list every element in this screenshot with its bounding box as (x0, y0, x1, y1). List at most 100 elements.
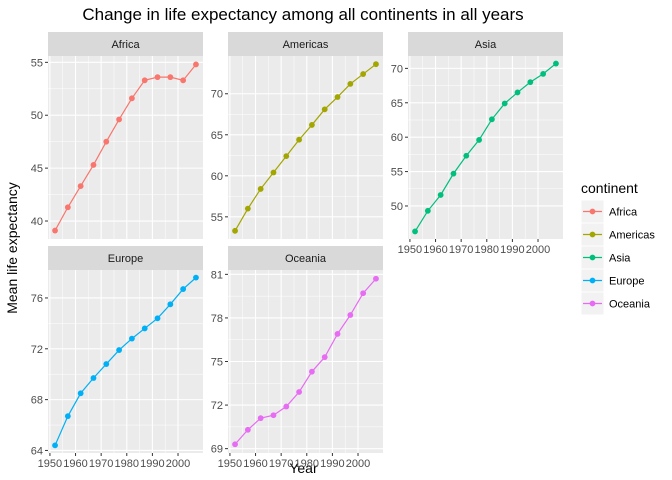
y-tick-label: 40 (31, 216, 43, 228)
data-point-americas (334, 94, 341, 100)
data-point-americas (309, 122, 315, 128)
y-tick-label: 72 (31, 344, 43, 356)
x-tick-label: 2000 (346, 458, 370, 470)
y-tick-label: 50 (31, 110, 43, 122)
x-tick-label: 1980 (115, 458, 139, 470)
data-point-asia (553, 60, 559, 67)
chart-title: Change in life expectancy among all cont… (82, 5, 523, 24)
data-point-europe (52, 442, 58, 449)
y-tick-label: 65 (391, 98, 403, 110)
data-point-asia (450, 170, 457, 177)
data-point-asia (463, 152, 470, 159)
data-point-oceania (257, 415, 264, 422)
y-tick-label: 69 (211, 444, 223, 456)
legend-label-asia: Asia (609, 253, 631, 265)
legend-label-oceania: Oceania (609, 299, 651, 311)
x-tick-label: 1950 (398, 244, 422, 256)
data-point-americas (360, 71, 367, 77)
panel-asia: Asia 50 55 60 65 70 1950 1960 1970 1980 1990 2000 (391, 32, 563, 256)
data-point-africa (193, 61, 199, 68)
data-point-europe (141, 325, 148, 332)
data-point-europe (77, 390, 84, 397)
data-point-oceania (296, 389, 302, 395)
x-tick-label: 1970 (269, 458, 293, 470)
data-point-oceania (270, 412, 277, 419)
strip-asia (408, 32, 563, 56)
legend: continent Africa Americas Asia Europe Oceani… (580, 180, 655, 316)
data-point-europe (90, 375, 97, 381)
data-point-africa (129, 95, 135, 102)
data-point-asia (514, 89, 521, 96)
y-tick-label: 75 (211, 357, 223, 369)
data-point-asia (437, 192, 444, 198)
y-tick-label: 81 (211, 269, 223, 281)
x-tick-label: 1980 (475, 244, 499, 256)
data-point-asia (489, 116, 495, 123)
data-point-africa (77, 183, 84, 190)
x-tick-label: 1990 (320, 458, 344, 470)
series-line-europe (54, 277, 197, 446)
x-tick-label: 1960 (423, 244, 447, 256)
y-tick-label: 60 (391, 132, 403, 144)
data-point-oceania (373, 275, 379, 282)
data-point-oceania (244, 426, 251, 433)
data-point-americas (373, 61, 379, 68)
x-tick-label: 1960 (243, 458, 267, 470)
data-point-americas (283, 153, 290, 160)
data-point-americas (321, 106, 328, 113)
plot-background-asia (408, 56, 563, 239)
panel-europe: Europe 64 68 72 76 1950 1960 1970 1980 1990 2000 (31, 246, 203, 470)
data-point-asia (476, 137, 482, 143)
legend-key-point (589, 300, 596, 307)
legend-key-point (589, 208, 596, 215)
data-point-asia (527, 79, 534, 86)
legend-item-europe: Europe (580, 268, 644, 293)
data-point-africa (180, 77, 187, 84)
x-tick-label: 1980 (295, 458, 319, 470)
data-point-asia (412, 228, 418, 235)
y-tick-label: 55 (211, 212, 223, 224)
y-tick-label: 50 (391, 201, 403, 213)
panel-africa: Africa 40 45 50 55 (31, 32, 203, 239)
data-point-europe (167, 301, 174, 308)
plot-background-americas (228, 56, 383, 239)
strip-label-oceania: Oceania (285, 253, 327, 265)
data-point-africa (141, 77, 148, 84)
data-point-asia (424, 207, 431, 214)
y-tick-label: 70 (391, 63, 403, 75)
legend-title: continent (581, 180, 638, 196)
data-point-europe (64, 413, 71, 420)
data-point-africa (154, 74, 161, 81)
legend-label-americas: Americas (609, 230, 655, 242)
x-tick-label: 1970 (449, 244, 473, 256)
data-point-africa (64, 204, 71, 211)
strip-label-asia: Asia (475, 39, 497, 51)
strip-oceania (228, 246, 383, 270)
legend-item-asia: Asia (580, 245, 631, 270)
data-point-asia (540, 70, 547, 77)
panel-americas: Americas 55 60 65 70 (211, 32, 383, 239)
data-point-europe (154, 315, 161, 322)
y-tick-label: 45 (31, 163, 43, 175)
data-point-oceania (309, 368, 315, 375)
x-tick-label: 1950 (218, 458, 242, 470)
data-point-oceania (334, 331, 341, 337)
x-tick-label: 1960 (63, 458, 87, 470)
data-point-africa (167, 74, 174, 81)
legend-label-africa: Africa (609, 207, 638, 219)
x-tick-label: 1990 (140, 458, 164, 470)
y-tick-label: 60 (211, 171, 223, 183)
data-point-oceania (283, 403, 290, 410)
facet-panels: Africa 40 45 50 55 Americas 55 60 65 70 Asia 50 55 60… (31, 32, 563, 470)
strip-americas (228, 32, 383, 56)
y-tick-label: 65 (211, 130, 223, 142)
data-point-europe (103, 361, 110, 367)
legend-key-point (589, 231, 596, 238)
legend-key-point (589, 254, 596, 261)
x-axis-title: Year (289, 460, 318, 476)
y-tick-label: 55 (31, 57, 43, 69)
y-tick-label: 68 (31, 395, 43, 407)
data-point-africa (52, 227, 58, 234)
y-tick-label: 76 (31, 293, 43, 305)
strip-label-americas: Americas (283, 39, 329, 51)
